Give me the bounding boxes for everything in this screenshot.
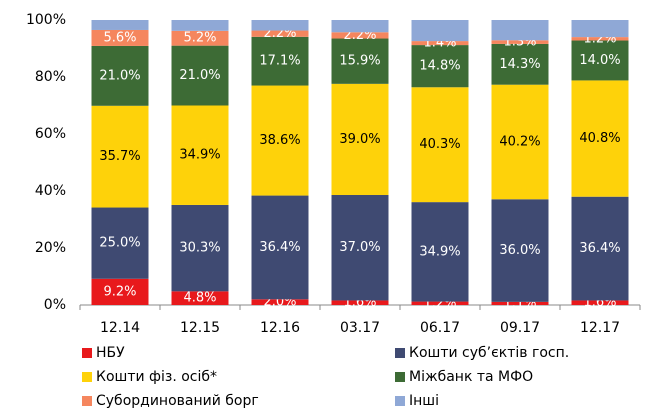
value-label: 36.0%: [499, 243, 540, 258]
value-label: 40.2%: [499, 134, 540, 149]
value-label: 34.9%: [419, 244, 460, 259]
legend-swatch: [82, 372, 92, 382]
value-label: 9.2%: [103, 284, 136, 299]
bar-segment: [171, 291, 229, 305]
bar-segment: [171, 45, 229, 106]
y-tick-label: 20%: [35, 240, 66, 256]
bar-segment: [571, 40, 629, 81]
bar-segment: [331, 194, 389, 301]
x-tick-label: 12.16: [260, 320, 300, 336]
bar-segment: [491, 199, 549, 302]
x-tick-label: 12.14: [100, 320, 140, 336]
bar-segment: [251, 195, 309, 300]
bar-segment: [411, 87, 469, 203]
bar-segment: [491, 40, 549, 44]
bar-segment: [331, 38, 389, 84]
value-label: 21.0%: [179, 68, 220, 83]
legend-label: Кошти суб’єктів госп.: [409, 345, 569, 361]
x-tick-label: 09.17: [500, 320, 540, 336]
value-label: 35.7%: [99, 149, 140, 164]
y-tick-label: 40%: [35, 183, 66, 199]
value-label: 36.4%: [259, 240, 300, 255]
bar-segment: [91, 45, 149, 106]
value-label: 14.3%: [499, 57, 540, 72]
bar-segment: [571, 80, 629, 197]
value-label: 5.2%: [183, 31, 216, 46]
legend-swatch: [395, 372, 405, 382]
bar-segment: [91, 29, 149, 46]
bar-segment: [251, 20, 309, 31]
bar-segment: [171, 204, 229, 292]
bar-segment: [331, 32, 389, 39]
bar-segment: [91, 278, 149, 305]
x-tick-label: 06.17: [420, 320, 460, 336]
value-label: 15.9%: [339, 54, 380, 69]
bar-segment: [171, 20, 229, 31]
bar-segment: [171, 30, 229, 46]
legend-label: НБУ: [96, 345, 125, 361]
value-label: 38.6%: [259, 133, 300, 148]
y-tick-label: 60%: [35, 126, 66, 142]
legend-label: Інші: [409, 393, 439, 409]
x-tick-label: 03.17: [340, 320, 380, 336]
value-label: 14.8%: [419, 59, 460, 74]
bar-segment: [331, 20, 389, 33]
bar-segment: [251, 85, 309, 196]
bar-segment: [91, 105, 149, 208]
value-label: 17.1%: [259, 54, 300, 69]
bar-segment: [171, 105, 229, 205]
value-label: 34.9%: [179, 148, 220, 163]
bar-segment: [411, 301, 469, 305]
x-tick-label: 12.15: [180, 320, 220, 336]
bar-segment: [411, 41, 469, 46]
legend-label: Субординований борг: [96, 393, 259, 409]
bar-segment: [411, 45, 469, 88]
bar-segment: [411, 20, 469, 42]
value-label: 5.6%: [103, 30, 136, 45]
value-label: 37.0%: [339, 240, 380, 255]
y-tick-label: 0%: [44, 297, 66, 313]
value-label: 4.8%: [183, 291, 216, 306]
bar-segment: [331, 83, 389, 195]
value-label: 25.0%: [99, 236, 140, 251]
y-tick-label: 100%: [26, 12, 66, 28]
value-label: 36.4%: [579, 241, 620, 256]
bar-segment: [491, 20, 549, 41]
legend-swatch: [82, 396, 92, 406]
bar-segment: [91, 207, 149, 279]
bar-segment: [251, 30, 309, 37]
bar-segment: [491, 301, 549, 305]
value-label: 14.0%: [579, 53, 620, 68]
bar-segment: [571, 196, 629, 301]
value-label: 39.0%: [339, 132, 380, 147]
value-label: 40.8%: [579, 131, 620, 146]
bar-segment: [571, 37, 629, 41]
value-label: 30.3%: [179, 241, 220, 256]
bar-segment: [491, 43, 549, 85]
legend-label: Кошти фіз. осіб*: [96, 369, 217, 385]
legend-label: Міжбанк та МФО: [409, 369, 533, 385]
x-tick-label: 12.17: [580, 320, 620, 336]
bar-segment: [571, 20, 629, 38]
bar-segment: [331, 300, 389, 305]
legend-swatch: [395, 348, 405, 358]
bar-segment: [571, 300, 629, 305]
legend-swatch: [395, 396, 405, 406]
y-tick-label: 80%: [35, 69, 66, 85]
bar-segment: [411, 202, 469, 302]
value-label: 40.3%: [419, 137, 460, 152]
bar-segment: [91, 20, 149, 30]
bar-segment: [251, 36, 309, 86]
bar-segment: [251, 299, 309, 305]
bar-segment: [491, 84, 549, 200]
value-label: 21.0%: [99, 68, 140, 83]
legend-swatch: [82, 348, 92, 358]
